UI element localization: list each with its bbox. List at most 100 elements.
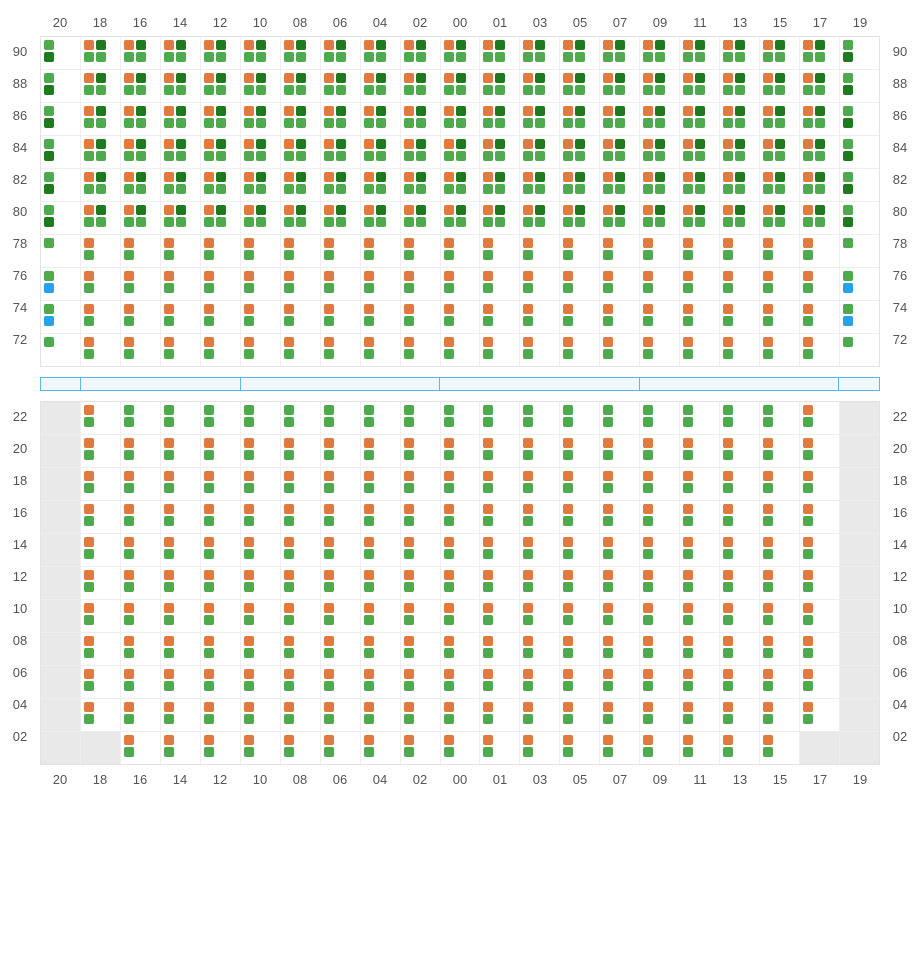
slot[interactable] xyxy=(639,567,679,599)
slot[interactable] xyxy=(559,169,599,201)
slot[interactable] xyxy=(479,501,519,533)
slot[interactable] xyxy=(719,666,759,698)
slot[interactable] xyxy=(400,468,440,500)
slot[interactable] xyxy=(519,468,559,500)
slot[interactable] xyxy=(440,268,480,300)
slot[interactable] xyxy=(599,202,639,234)
slot[interactable] xyxy=(360,268,400,300)
slot[interactable] xyxy=(839,699,879,731)
slot[interactable] xyxy=(759,169,799,201)
slot[interactable] xyxy=(559,633,599,665)
slot[interactable] xyxy=(120,136,160,168)
slot[interactable] xyxy=(160,70,200,102)
slot[interactable] xyxy=(559,235,599,267)
slot[interactable] xyxy=(320,468,360,500)
slot[interactable] xyxy=(519,334,559,366)
slot[interactable] xyxy=(759,666,799,698)
slot[interactable] xyxy=(41,301,80,333)
slot[interactable] xyxy=(759,633,799,665)
slot[interactable] xyxy=(280,732,320,764)
slot[interactable] xyxy=(240,169,280,201)
slot[interactable] xyxy=(240,534,280,566)
slot[interactable] xyxy=(719,268,759,300)
slot[interactable] xyxy=(479,268,519,300)
slot[interactable] xyxy=(759,136,799,168)
slot[interactable] xyxy=(839,468,879,500)
slot[interactable] xyxy=(240,402,280,434)
slot[interactable] xyxy=(400,534,440,566)
slot[interactable] xyxy=(799,70,839,102)
slot[interactable] xyxy=(839,301,879,333)
slot[interactable] xyxy=(519,435,559,467)
slot[interactable] xyxy=(360,666,400,698)
slot[interactable] xyxy=(679,169,719,201)
slot[interactable] xyxy=(440,136,480,168)
slot[interactable] xyxy=(41,169,80,201)
slot[interactable] xyxy=(519,136,559,168)
slot[interactable] xyxy=(799,37,839,69)
slot[interactable] xyxy=(400,37,440,69)
slot[interactable] xyxy=(679,633,719,665)
slot[interactable] xyxy=(839,70,879,102)
slot[interactable] xyxy=(759,699,799,731)
slot[interactable] xyxy=(280,633,320,665)
slot[interactable] xyxy=(799,301,839,333)
slot[interactable] xyxy=(240,732,280,764)
slot[interactable] xyxy=(41,633,80,665)
slot[interactable] xyxy=(320,202,360,234)
slot[interactable] xyxy=(839,501,879,533)
slot[interactable] xyxy=(240,235,280,267)
slot[interactable] xyxy=(679,468,719,500)
slot[interactable] xyxy=(519,534,559,566)
slot[interactable] xyxy=(80,699,120,731)
slot[interactable] xyxy=(400,435,440,467)
slot[interactable] xyxy=(320,666,360,698)
slot[interactable] xyxy=(280,202,320,234)
slot[interactable] xyxy=(759,435,799,467)
slot[interactable] xyxy=(200,435,240,467)
slot[interactable] xyxy=(799,633,839,665)
slot[interactable] xyxy=(400,70,440,102)
slot[interactable] xyxy=(80,501,120,533)
slot[interactable] xyxy=(759,37,799,69)
slot[interactable] xyxy=(839,600,879,632)
slot[interactable] xyxy=(360,136,400,168)
slot[interactable] xyxy=(320,70,360,102)
slot[interactable] xyxy=(719,567,759,599)
slot[interactable] xyxy=(200,70,240,102)
slot[interactable] xyxy=(559,301,599,333)
slot[interactable] xyxy=(200,136,240,168)
slot[interactable] xyxy=(519,103,559,135)
slot[interactable] xyxy=(120,202,160,234)
slot[interactable] xyxy=(559,732,599,764)
slot[interactable] xyxy=(41,37,80,69)
slot[interactable] xyxy=(360,501,400,533)
slot[interactable] xyxy=(719,732,759,764)
slot[interactable] xyxy=(41,70,80,102)
slot[interactable] xyxy=(679,202,719,234)
slot[interactable] xyxy=(679,402,719,434)
slot[interactable] xyxy=(320,37,360,69)
slot[interactable] xyxy=(280,301,320,333)
slot[interactable] xyxy=(200,633,240,665)
slot[interactable] xyxy=(599,70,639,102)
slot[interactable] xyxy=(799,600,839,632)
slot[interactable] xyxy=(599,501,639,533)
slot[interactable] xyxy=(41,402,80,434)
slot[interactable] xyxy=(559,468,599,500)
slot[interactable] xyxy=(360,402,400,434)
slot[interactable] xyxy=(160,600,200,632)
slot[interactable] xyxy=(200,534,240,566)
slot[interactable] xyxy=(440,633,480,665)
slot[interactable] xyxy=(799,468,839,500)
slot[interactable] xyxy=(200,268,240,300)
slot[interactable] xyxy=(320,169,360,201)
slot[interactable] xyxy=(639,70,679,102)
slot[interactable] xyxy=(41,732,80,764)
slot[interactable] xyxy=(200,567,240,599)
slot[interactable] xyxy=(400,402,440,434)
slot[interactable] xyxy=(719,633,759,665)
slot[interactable] xyxy=(160,468,200,500)
slot[interactable] xyxy=(400,699,440,731)
slot[interactable] xyxy=(479,600,519,632)
